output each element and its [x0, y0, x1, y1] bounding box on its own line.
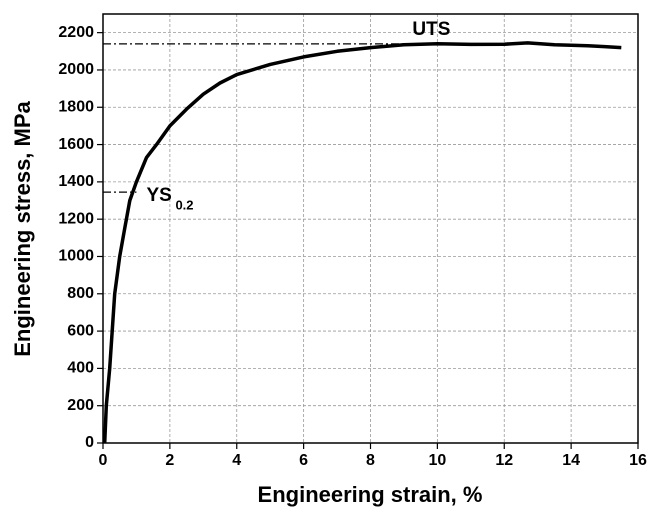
x-tick-label: 6 [299, 452, 308, 469]
x-tick-label: 10 [428, 452, 446, 469]
y-tick-label: 200 [67, 397, 94, 414]
y-tick-label: 2200 [58, 24, 94, 41]
ys-subscript: 0.2 [175, 198, 193, 213]
x-tick-label: 4 [232, 452, 241, 469]
y-axis-label: Engineering stress, MPa [10, 100, 35, 356]
y-tick-label: 800 [67, 285, 94, 302]
x-tick-label: 2 [165, 452, 174, 469]
y-tick-label: 1600 [58, 136, 94, 153]
x-tick-label: 16 [629, 452, 647, 469]
y-tick-label: 600 [67, 322, 94, 339]
stress-strain-curve [102, 41, 622, 444]
uts-label: UTS [412, 19, 450, 40]
x-axis-label: Engineering strain, % [258, 482, 483, 507]
x-tick-label: 0 [99, 452, 108, 469]
y-tick-label: 1400 [58, 173, 94, 190]
y-tick-label: 1800 [58, 98, 94, 115]
ys-label: YS [146, 185, 171, 206]
x-tick-label: 8 [366, 452, 375, 469]
y-tick-label: 400 [67, 360, 94, 377]
x-tick-label: 14 [562, 452, 580, 469]
plot-frame [102, 13, 639, 444]
y-tick-label: 1000 [58, 248, 94, 265]
x-tick-label: 12 [495, 452, 513, 469]
y-tick-label: 1200 [58, 210, 94, 227]
y-tick-label: 0 [85, 434, 94, 451]
y-tick-label: 2000 [58, 61, 94, 78]
